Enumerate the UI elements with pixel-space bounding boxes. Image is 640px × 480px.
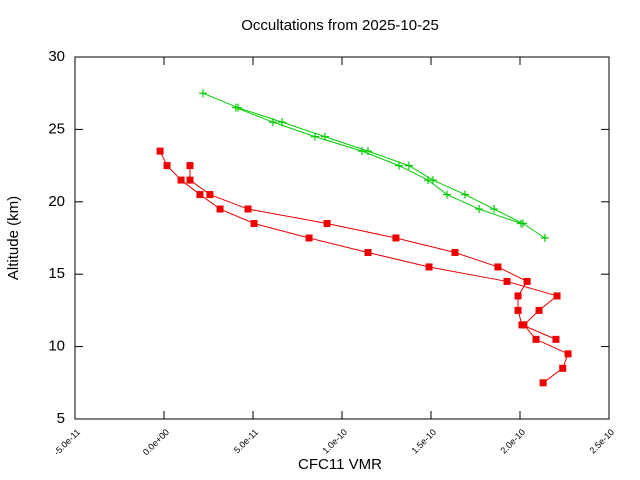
point-marker: [514, 292, 522, 300]
point-marker: [198, 89, 207, 98]
point-marker: [559, 364, 567, 372]
y-tick-label: 20: [48, 193, 65, 210]
series-line: [159, 150, 569, 384]
point-marker: [423, 176, 432, 185]
y-tick-label: 25: [48, 120, 65, 137]
plot-frame: [74, 56, 610, 420]
point-marker: [552, 335, 560, 343]
point-marker: [523, 277, 531, 285]
point-marker: [231, 103, 240, 112]
point-marker: [206, 191, 214, 199]
point-marker: [196, 191, 204, 199]
x-tick-label: 2.5e-10: [587, 427, 616, 456]
point-marker: [268, 118, 277, 127]
y-tick-label: 5: [57, 410, 65, 427]
point-marker: [186, 162, 194, 170]
x-tick-label: 1.5e-10: [409, 427, 438, 456]
point-marker: [244, 205, 252, 213]
y-axis-label: Altitude (km): [5, 196, 22, 280]
point-marker: [517, 219, 526, 228]
x-tick-label: -5.0e-11: [52, 427, 82, 457]
point-marker: [425, 263, 433, 271]
point-marker: [310, 132, 319, 141]
x-tick-label: 1.0e-10: [320, 427, 349, 456]
point-marker: [564, 350, 572, 358]
x-tick-label: 5.0e-11: [232, 427, 260, 455]
point-marker: [156, 147, 164, 155]
chart-title: Occultations from 2025-10-25: [241, 17, 439, 34]
point-marker: [186, 176, 194, 184]
point-marker: [451, 248, 459, 256]
point-marker: [163, 162, 171, 170]
point-marker: [460, 190, 469, 199]
point-marker: [323, 220, 331, 228]
point-marker: [404, 161, 413, 170]
x-tick-label: 2.0e-10: [498, 427, 527, 456]
point-marker: [177, 176, 185, 184]
point-marker: [475, 205, 484, 214]
point-marker: [494, 263, 502, 271]
y-tick-label: 30: [48, 48, 65, 65]
point-marker: [539, 379, 547, 387]
series-line: [235, 107, 522, 224]
point-marker: [216, 205, 224, 213]
point-marker: [532, 335, 540, 343]
point-marker: [443, 190, 452, 199]
y-tick-label: 10: [48, 338, 65, 355]
point-marker: [490, 205, 499, 214]
point-marker: [503, 277, 511, 285]
point-marker: [394, 161, 403, 170]
point-marker: [305, 234, 313, 242]
y-tick-label: 15: [48, 265, 65, 282]
point-marker: [540, 234, 549, 242]
point-marker: [553, 292, 561, 300]
point-marker: [535, 306, 543, 314]
point-marker: [392, 234, 400, 242]
point-marker: [364, 248, 372, 256]
point-marker: [518, 321, 526, 329]
point-marker: [250, 220, 258, 228]
x-axis-label: CFC11 VMR: [298, 456, 382, 473]
point-marker: [357, 147, 366, 156]
point-marker: [514, 306, 522, 314]
x-tick-label: 0.0e+00: [141, 427, 171, 457]
series-line: [189, 165, 557, 340]
